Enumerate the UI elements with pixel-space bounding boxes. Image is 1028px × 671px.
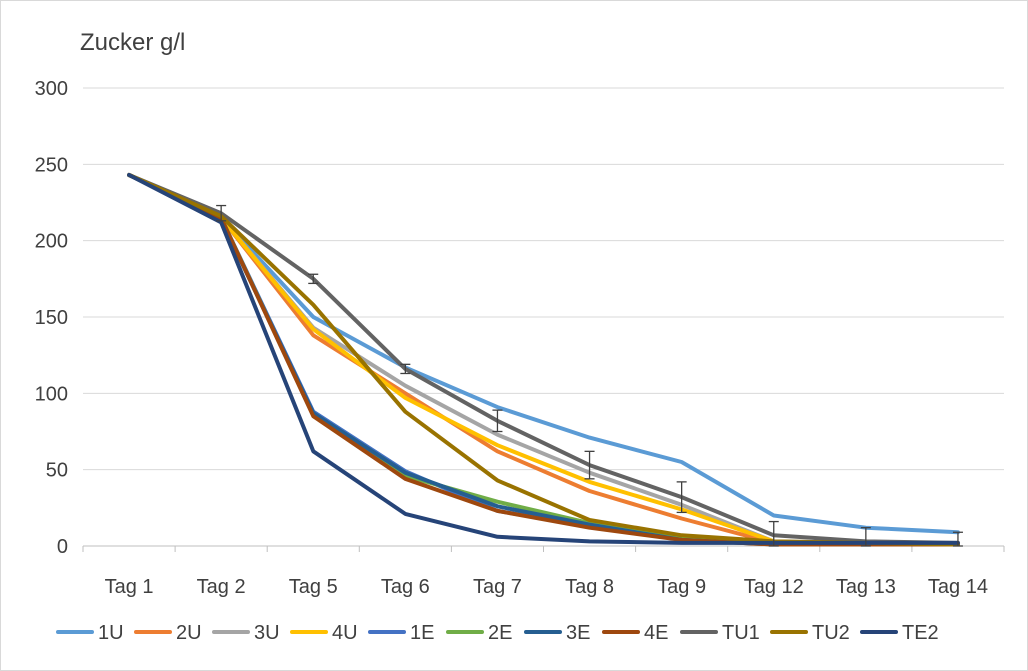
y-tick-label: 100	[35, 383, 68, 405]
x-axis-ticks: Tag 1 Tag 2 Tag 5 Tag 6 Tag 7 Tag 8 Tag 9 Tag 1…	[82, 546, 1005, 598]
legend-label: 4E	[644, 622, 668, 644]
x-tick-label: Tag 6	[381, 576, 430, 598]
legend-item-4u: 4U	[290, 622, 358, 644]
legend-label: 2U	[176, 622, 202, 644]
series-line-1u	[127, 173, 960, 535]
error-bar	[676, 481, 687, 514]
y-tick-label: 250	[35, 154, 68, 176]
series-line-4e	[127, 173, 960, 547]
x-tick-label: Tag 9	[657, 576, 706, 598]
legend-label: 4U	[332, 622, 358, 644]
x-tick-label: Tag 1	[105, 576, 154, 598]
legend-label: 1U	[98, 622, 124, 644]
series-line-tu2	[127, 173, 960, 547]
legend-item-2e: 2E	[446, 622, 512, 644]
series-line-te2	[127, 173, 960, 545]
legend-item-2u: 2U	[134, 622, 202, 644]
legend-label: TU2	[812, 622, 850, 644]
error-bar	[768, 520, 779, 547]
legend-label: TU1	[722, 622, 760, 644]
error-bar	[584, 450, 595, 480]
legend-label: 1E	[410, 622, 434, 644]
y-axis-ticks: 0 50 100 150 200 250 300	[35, 78, 68, 558]
x-tick-label: Tag 12	[744, 576, 804, 598]
y-tick-label: 150	[35, 307, 68, 329]
y-tick-label: 50	[46, 460, 68, 482]
error-bar	[952, 531, 963, 547]
legend-label: 3U	[254, 622, 280, 644]
error-bar	[400, 363, 411, 375]
x-tick-label: Tag 13	[836, 576, 896, 598]
error-bar	[860, 527, 871, 547]
x-tick-label: Tag 7	[473, 576, 522, 598]
x-tick-label: Tag 5	[289, 576, 338, 598]
error-bars	[216, 204, 963, 547]
x-tick-label: Tag 2	[197, 576, 246, 598]
series-line-1e	[127, 173, 960, 547]
legend-item-3e: 3E	[524, 622, 590, 644]
legend-item-3u: 3U	[212, 622, 280, 644]
series-line-3u	[127, 173, 960, 547]
legend-label: 3E	[566, 622, 590, 644]
legend-label: TE2	[902, 622, 939, 644]
error-bar	[492, 409, 503, 433]
series-line-3e	[127, 173, 960, 547]
legend-item-tu2: TU2	[770, 622, 850, 644]
y-tick-label: 300	[35, 78, 68, 100]
legend-item-te2: TE2	[860, 622, 939, 644]
legend-item-4e: 4E	[602, 622, 668, 644]
series-line-4u	[127, 173, 960, 547]
x-tick-label: Tag 8	[565, 576, 614, 598]
series-line-tu1	[127, 173, 960, 545]
series-line-2u	[127, 173, 960, 547]
y-tick-label: 0	[57, 536, 68, 558]
y-tick-label: 200	[35, 231, 68, 253]
series-lines	[127, 173, 960, 547]
legend-label: 2E	[488, 622, 512, 644]
legend-item-1e: 1E	[368, 622, 434, 644]
gridlines	[83, 87, 1004, 547]
x-tick-label: Tag 14	[928, 576, 988, 598]
error-bar	[308, 273, 319, 285]
legend-item-tu1: TU1	[680, 622, 760, 644]
error-bar	[216, 204, 227, 222]
legend-item-1u: 1U	[56, 622, 124, 644]
legend: 1U 2U 3U 4U 1E 2E 3E 4E TU1 TU2 TE2	[56, 622, 939, 644]
series-line-2e	[127, 173, 960, 547]
chart-title: Zucker g/l	[80, 29, 185, 56]
